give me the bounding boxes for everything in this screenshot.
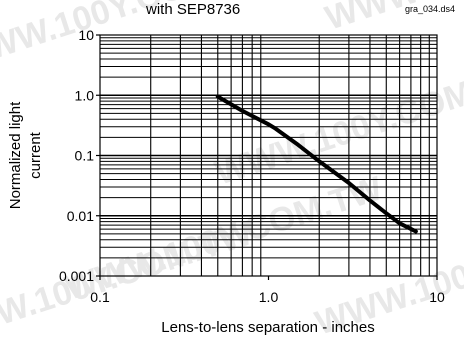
x-tick-labels: 0.1 1.0 10 — [90, 276, 445, 305]
y-tick-label: 0.1 — [75, 148, 95, 164]
y-tick-labels: 10 1.0 0.1 0.01 0.001 — [59, 27, 100, 284]
watermark-text: WWW.100Y.COM.TW — [311, 204, 464, 337]
file-label: gra_034.ds4 — [405, 4, 455, 14]
y-axis-label-line-2: current — [27, 131, 44, 179]
chart-title: with SEP8736 — [145, 1, 240, 18]
y-tick-label: 0.001 — [59, 268, 94, 284]
y-axis-label-line-1: Normalized light — [7, 101, 24, 209]
x-tick-label: 0.1 — [90, 289, 110, 305]
series-line — [215, 94, 418, 234]
x-tick-label: 1.0 — [259, 289, 279, 305]
y-tick-label: 1.0 — [75, 87, 95, 103]
watermark-text: WWW.100Y.COM.TW — [211, 54, 464, 193]
x-axis-label: Lens-to-lens separation - inches — [161, 319, 374, 336]
grid — [100, 35, 437, 276]
y-tick-label: 10 — [78, 27, 94, 43]
y-tick-label: 0.01 — [67, 208, 94, 224]
x-tick-label: 10 — [429, 289, 445, 305]
